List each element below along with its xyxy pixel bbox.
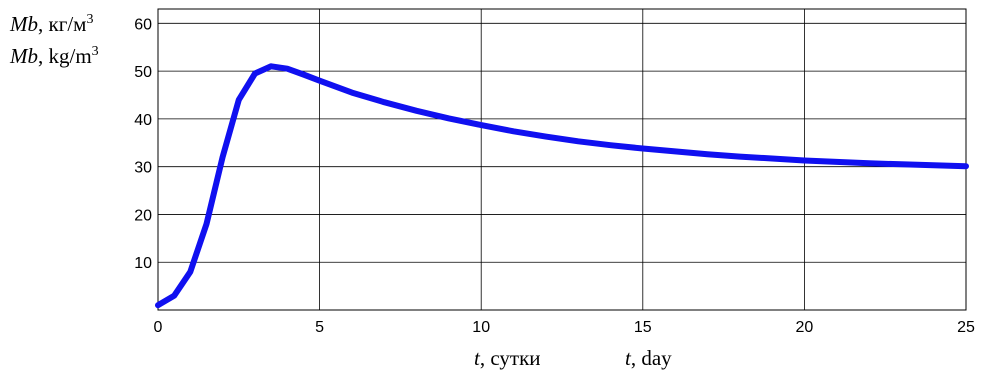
x-axis-label-ru: t, сутки xyxy=(474,346,541,370)
y-axis-label-en: Mb, kg/m3 xyxy=(9,44,99,68)
x-tick-label: 10 xyxy=(472,319,490,336)
plot-frame xyxy=(157,8,967,311)
x-tick-label: 0 xyxy=(154,319,163,336)
y-tick-label: 20 xyxy=(134,207,152,224)
series-line xyxy=(155,63,969,309)
x-tick-label: 15 xyxy=(634,319,652,336)
y-tick-label: 10 xyxy=(134,255,152,272)
y-tick-label: 30 xyxy=(134,160,152,177)
y-tick-labels: 10 20 30 40 50 60 xyxy=(134,16,152,272)
y-axis-label-ru: Mb, кг/м3 xyxy=(9,12,93,36)
y-tick-label: 50 xyxy=(134,64,152,81)
x-tick-label: 5 xyxy=(315,319,324,336)
y-tick-label: 40 xyxy=(134,112,152,129)
grid-lines xyxy=(158,9,966,310)
x-tick-labels: 0 5 10 15 20 25 xyxy=(154,319,975,336)
x-axis-label-en: t, day xyxy=(625,346,672,370)
y-tick-label: 60 xyxy=(134,16,152,33)
x-tick-label: 20 xyxy=(796,319,814,336)
x-tick-label: 25 xyxy=(957,319,975,336)
